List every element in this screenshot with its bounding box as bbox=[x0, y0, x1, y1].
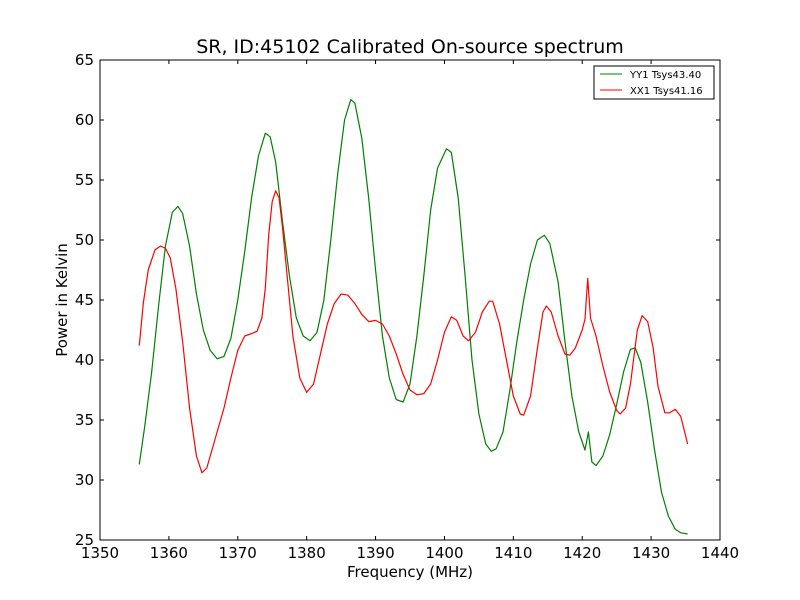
x-tick-label: 1380 bbox=[288, 544, 326, 562]
legend-box bbox=[593, 65, 715, 100]
y-tick-label: 65 bbox=[75, 51, 94, 69]
y-tick-label: 40 bbox=[75, 351, 94, 369]
x-tick-label: 1410 bbox=[494, 544, 532, 562]
legend-label-xx1: XX1 Tsys41.16 bbox=[630, 86, 703, 97]
legend-label-yy1: YY1 Tsys43.40 bbox=[629, 70, 701, 81]
x-tick-label: 1350 bbox=[81, 544, 119, 562]
x-tick-label: 1360 bbox=[150, 544, 188, 562]
x-tick-label: 1430 bbox=[632, 544, 670, 562]
axis-ticks: 1350 1360 1370 1380 1390 1400 1410 1420 1430 1440… bbox=[75, 51, 739, 562]
series-line-yy1 bbox=[138, 99, 688, 535]
chart-title: SR, ID:45102 Calibrated On-source spectr… bbox=[196, 36, 624, 58]
y-tick-label: 45 bbox=[75, 291, 94, 309]
y-tick-label: 50 bbox=[75, 231, 94, 249]
y-tick-label: 30 bbox=[75, 471, 94, 489]
series-layer bbox=[138, 99, 689, 535]
x-tick-label: 1370 bbox=[219, 544, 257, 562]
x-tick-label: 1420 bbox=[563, 544, 601, 562]
y-tick-label: 60 bbox=[75, 111, 94, 129]
y-tick-label: 55 bbox=[75, 171, 94, 189]
x-tick-label: 1390 bbox=[356, 544, 394, 562]
y-tick-label: 35 bbox=[75, 411, 94, 429]
plot-frame bbox=[99, 59, 721, 541]
plot-border bbox=[99, 59, 721, 541]
x-tick-label: 1440 bbox=[701, 544, 739, 562]
y-axis-label: Power in Kelvin bbox=[53, 243, 71, 357]
legend: YY1 Tsys43.40 XX1 Tsys41.16 bbox=[593, 65, 715, 100]
x-tick-label: 1400 bbox=[425, 544, 463, 562]
plot-area: 1350 1360 1370 1380 1390 1400 1410 1420 1430 1440… bbox=[75, 51, 739, 562]
plot-border-rect bbox=[99, 59, 721, 541]
series-line-xx1 bbox=[138, 190, 689, 474]
y-tick-label: 25 bbox=[75, 531, 94, 549]
x-axis-label: Frequency (MHz) bbox=[347, 563, 473, 581]
